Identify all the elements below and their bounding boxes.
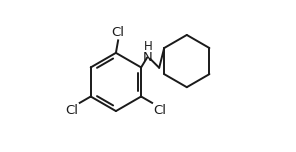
Text: Cl: Cl (112, 26, 125, 39)
Text: N: N (143, 51, 153, 64)
Text: H: H (144, 40, 152, 53)
Text: Cl: Cl (153, 104, 166, 117)
Text: Cl: Cl (65, 104, 78, 117)
